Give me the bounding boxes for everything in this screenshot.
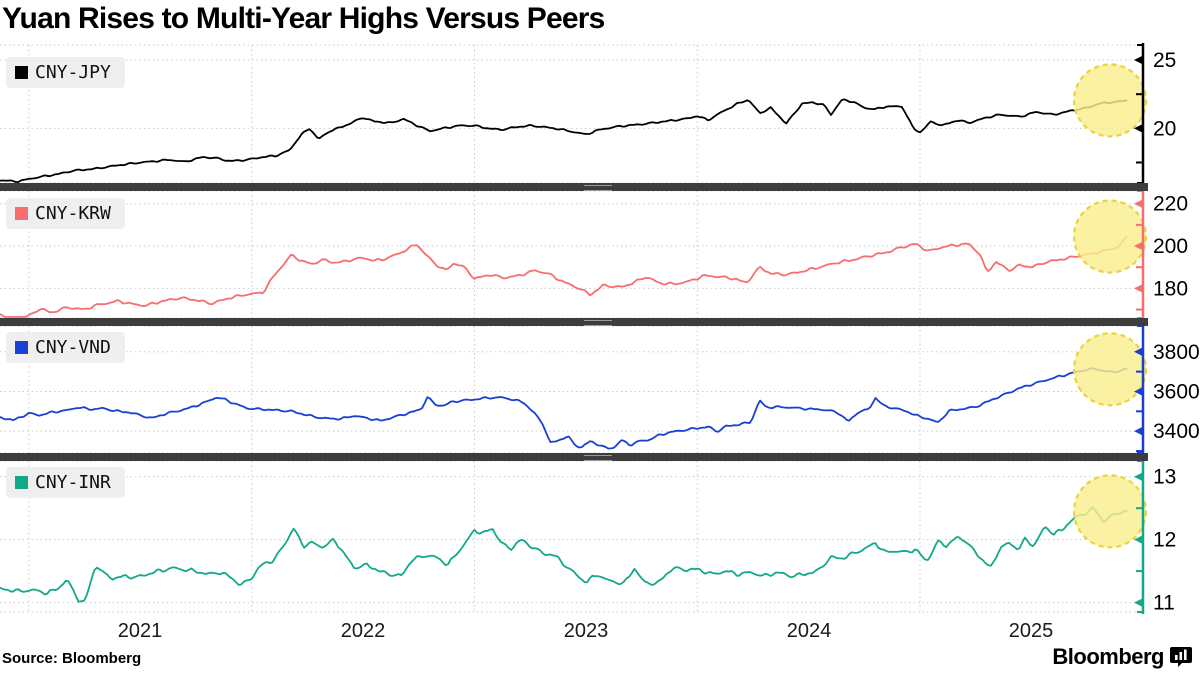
y-major-tick [1134, 426, 1143, 436]
y-tick-label: 3600 [1153, 380, 1200, 403]
y-minor-tick [1136, 266, 1143, 269]
y-minor-tick [1136, 410, 1143, 413]
y-major-tick [1134, 347, 1143, 357]
axis-end-tick [1137, 460, 1143, 462]
latest-value-highlight [1072, 199, 1148, 274]
legend-label: CNY-KRW [35, 203, 111, 224]
y-tick-label: 220 [1153, 193, 1188, 216]
bloomberg-bug-icon [1170, 647, 1192, 667]
y-major-tick [1134, 472, 1143, 482]
y-tick-label: 3400 [1153, 420, 1200, 443]
x-axis-label-2021: 2021 [117, 620, 163, 642]
axis-end-tick [1137, 44, 1143, 46]
y-minor-tick [1136, 161, 1143, 164]
series-swatch-icon [15, 341, 28, 354]
axis-end-tick [1137, 325, 1143, 327]
y-tick-label: 200 [1153, 235, 1188, 258]
axis-end-tick [1137, 611, 1143, 613]
panel-divider[interactable] [0, 183, 1148, 191]
bloomberg-logo: Bloomberg [1052, 644, 1192, 670]
y-minor-tick [1136, 450, 1143, 453]
y-minor-tick [1136, 223, 1143, 226]
y-tick-label: 20 [1153, 117, 1176, 140]
x-axis-label-2023: 2023 [563, 620, 609, 642]
y-major-tick [1134, 283, 1143, 293]
latest-value-highlight [1072, 63, 1148, 138]
legend-label: CNY-VND [35, 337, 111, 358]
panel-divider[interactable] [0, 453, 1148, 461]
divider-grip-icon[interactable] [584, 455, 612, 461]
y-minor-tick [1136, 570, 1143, 573]
legend-label: CNY-INR [35, 472, 111, 493]
divider-grip-icon[interactable] [584, 185, 612, 191]
y-minor-tick [1136, 507, 1143, 510]
legend-cny-jpy: CNY-JPY [6, 57, 125, 88]
latest-value-highlight [1072, 332, 1148, 407]
y-tick-label: 11 [1153, 592, 1175, 615]
series-swatch-icon [15, 476, 28, 489]
y-tick-label: 3800 [1153, 341, 1200, 364]
legend-cny-inr: CNY-INR [6, 467, 125, 498]
series-line-cny-jpy [0, 98, 1128, 183]
y-tick-label: 180 [1153, 277, 1188, 300]
y-minor-tick [1136, 370, 1143, 373]
series-line-cny-krw [0, 235, 1128, 318]
legend-cny-vnd: CNY-VND [6, 332, 125, 363]
series-line-cny-inr [0, 506, 1128, 603]
axis-end-tick [1137, 190, 1143, 192]
bloomberg-wordmark: Bloomberg [1052, 644, 1164, 669]
source-credit: Source: Bloomberg [2, 650, 142, 667]
y-major-tick [1134, 123, 1143, 133]
series-swatch-icon [15, 207, 28, 220]
legend-label: CNY-JPY [35, 62, 111, 83]
y-minor-tick [1136, 93, 1143, 96]
y-major-tick [1134, 241, 1143, 251]
y-minor-tick [1136, 308, 1143, 311]
y-major-tick [1134, 386, 1143, 396]
y-major-tick [1134, 199, 1143, 209]
latest-value-highlight [1072, 474, 1148, 549]
series-swatch-icon [15, 66, 28, 79]
x-axis-label-2022: 2022 [340, 620, 386, 642]
y-tick-label: 25 [1153, 49, 1176, 72]
x-axis-label-2024: 2024 [786, 620, 832, 642]
y-major-tick [1134, 598, 1143, 608]
legend-cny-krw: CNY-KRW [6, 198, 125, 229]
series-line-cny-vnd [0, 367, 1128, 450]
page-title: Yuan Rises to Multi-Year Highs Versus Pe… [2, 2, 605, 35]
divider-grip-icon[interactable] [584, 320, 612, 326]
panel-divider[interactable] [0, 318, 1148, 326]
x-axis-label-2025: 2025 [1008, 620, 1054, 642]
y-tick-label: 12 [1153, 529, 1176, 552]
y-major-tick [1134, 535, 1143, 545]
y-tick-label: 13 [1153, 466, 1176, 489]
y-major-tick [1134, 55, 1143, 65]
